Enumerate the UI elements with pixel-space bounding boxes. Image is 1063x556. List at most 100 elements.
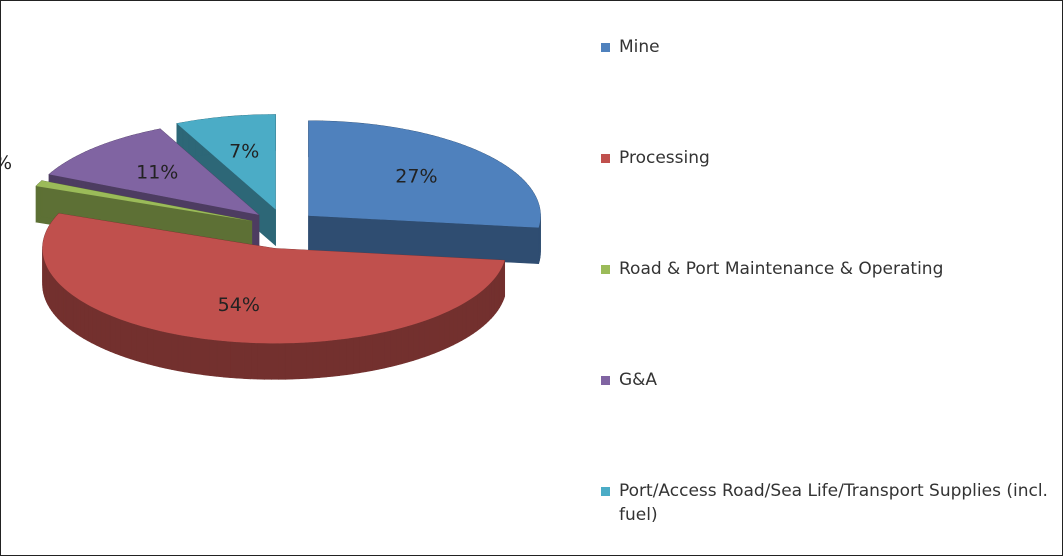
slice-side bbox=[109, 314, 116, 354]
slice-side bbox=[72, 294, 77, 335]
slice-side bbox=[390, 328, 397, 368]
slice-side bbox=[278, 342, 286, 380]
data-label: 54% bbox=[218, 294, 260, 316]
slice-side bbox=[358, 335, 366, 374]
slice-top bbox=[49, 128, 259, 215]
slice-side bbox=[63, 287, 67, 327]
slice-side bbox=[79, 299, 85, 339]
slice-side bbox=[352, 336, 360, 375]
slice-side bbox=[55, 279, 59, 320]
slice-side bbox=[365, 334, 373, 373]
legend-entry: Port/Access Road/Sea Life/Transport Supp… bbox=[601, 479, 1051, 527]
slice-side bbox=[443, 310, 450, 350]
slice-side bbox=[95, 308, 102, 348]
slice-side bbox=[125, 320, 132, 360]
slice-side bbox=[91, 306, 97, 346]
slice-side bbox=[114, 316, 121, 356]
slice-side bbox=[53, 276, 56, 317]
data-label: 27% bbox=[395, 165, 437, 187]
legend-label: Processing bbox=[619, 148, 710, 168]
slice-side bbox=[439, 312, 445, 352]
slice-side bbox=[100, 310, 106, 350]
slice-side bbox=[196, 337, 204, 376]
slice-side bbox=[105, 312, 111, 352]
slice-side bbox=[171, 333, 179, 372]
slice-side bbox=[401, 325, 409, 365]
legend-entry: Processing bbox=[601, 146, 1051, 170]
slice-side bbox=[395, 327, 403, 366]
slice-top bbox=[308, 120, 541, 228]
slice-side bbox=[147, 327, 154, 366]
slice-side bbox=[298, 342, 307, 380]
slice-side bbox=[136, 324, 143, 363]
slice-side bbox=[465, 299, 470, 339]
slice-side bbox=[223, 340, 231, 378]
legend-swatch bbox=[601, 43, 610, 52]
slice-side bbox=[284, 342, 293, 380]
slice-side bbox=[230, 341, 238, 379]
slice-side bbox=[482, 286, 487, 327]
slice-side bbox=[461, 301, 467, 341]
slice-side bbox=[407, 324, 414, 363]
legend-entry: Road & Port Maintenance & Operating bbox=[601, 257, 1051, 281]
slice-side bbox=[159, 330, 166, 369]
slice-side bbox=[493, 275, 497, 317]
slice-side bbox=[165, 331, 172, 370]
slice-side bbox=[491, 278, 495, 319]
slice-side bbox=[453, 306, 458, 346]
slice-top bbox=[42, 213, 505, 344]
data-label: 1% bbox=[1, 152, 12, 174]
slice-side bbox=[479, 289, 484, 330]
slice-side bbox=[271, 343, 279, 380]
legend-label: Road & Port Maintenance & Operating bbox=[619, 259, 944, 279]
slice-top bbox=[36, 180, 252, 222]
slice-side bbox=[69, 292, 74, 332]
slice-side bbox=[60, 284, 64, 325]
slice-side bbox=[383, 330, 391, 369]
slice-side bbox=[141, 325, 148, 365]
slice-side bbox=[250, 342, 258, 380]
slice-side bbox=[457, 303, 463, 344]
slice-side bbox=[485, 284, 490, 325]
slice-side bbox=[87, 304, 93, 344]
slice-side bbox=[305, 341, 314, 379]
slice-side bbox=[476, 291, 481, 332]
slice-side bbox=[418, 320, 425, 360]
slice-top bbox=[176, 114, 276, 210]
slice-side bbox=[83, 301, 89, 342]
slice-side bbox=[448, 308, 454, 348]
slice-side bbox=[291, 342, 300, 380]
legend-swatch bbox=[601, 265, 610, 274]
legend-swatch bbox=[601, 154, 610, 163]
slice-side bbox=[177, 334, 185, 373]
slice-side bbox=[153, 329, 160, 368]
legend-entry: Mine bbox=[601, 35, 1051, 59]
data-label: 11% bbox=[136, 162, 178, 184]
legend-entry: G&A bbox=[601, 368, 1051, 392]
slice-side bbox=[423, 318, 430, 358]
slice bbox=[42, 212, 506, 380]
slice-side bbox=[429, 316, 435, 356]
legend-label: Port/Access Road/Sea Life/Transport Supp… bbox=[619, 481, 1048, 525]
slice-side bbox=[339, 338, 347, 376]
slice-side bbox=[119, 318, 126, 358]
slice-side bbox=[65, 289, 70, 330]
slice-side bbox=[236, 341, 245, 379]
slice-side bbox=[319, 340, 327, 378]
slice-side bbox=[57, 281, 61, 322]
slice-side bbox=[130, 322, 137, 362]
slice-side bbox=[75, 297, 81, 337]
slice-side bbox=[325, 339, 334, 378]
slice-side bbox=[257, 342, 265, 380]
slice-side bbox=[434, 314, 440, 354]
slice-side bbox=[488, 281, 492, 322]
slice-side bbox=[190, 336, 198, 375]
slice-side bbox=[469, 296, 474, 337]
slice bbox=[308, 120, 541, 264]
slice-side bbox=[243, 342, 252, 380]
slice-side bbox=[472, 294, 478, 334]
slice-side bbox=[183, 335, 191, 374]
slice-side bbox=[371, 333, 379, 371]
